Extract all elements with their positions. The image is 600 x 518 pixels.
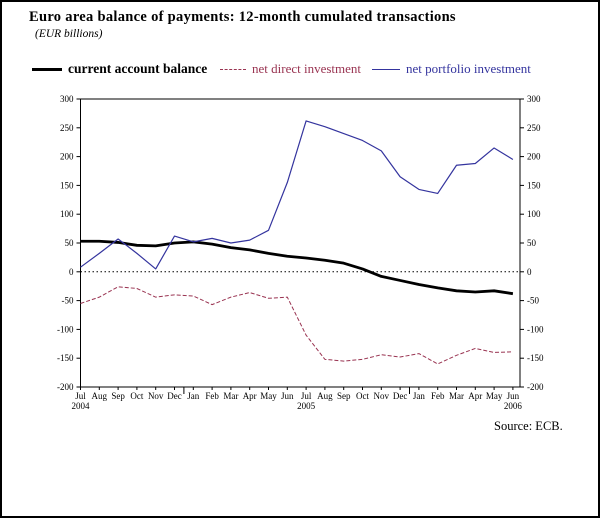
y-axis-label-left: 150 [60,180,74,190]
legend-label: current account balance [68,61,208,76]
x-axis-month-label: Dec [167,391,182,401]
legend-item-portfolio-investment: net portfolio investment [372,61,531,77]
x-axis-month-label: May [260,391,277,401]
legend-swatch-solid-thin [372,68,400,70]
y-axis-label-left: -200 [57,382,74,392]
x-axis-month-label: Feb [205,391,219,401]
legend-label: net portfolio investment [406,61,531,76]
y-axis-label-right: 150 [527,180,541,190]
x-axis-month-label: Feb [431,391,445,401]
y-axis-label-right: 300 [527,94,541,104]
x-axis-month-label: Sep [337,391,351,401]
series-net-direct-investment [80,286,513,365]
x-axis-month-label: May [486,391,503,401]
legend-swatch-solid-thick [32,67,62,71]
y-axis-label-right: -50 [527,296,539,306]
plot-border [80,98,521,388]
series-net-portfolio-investment [80,120,514,270]
x-axis-year-label: 2005 [297,401,316,411]
x-axis-month-label: Aug [317,391,333,401]
y-axis-label-left: -50 [62,296,74,306]
y-axis-label-left: 0 [69,267,74,277]
x-axis-month-label: Sep [111,391,125,401]
y-axis-label-right: 100 [527,209,541,219]
x-axis-month-label: Oct [130,391,143,401]
x-axis-month-label: Aug [92,391,108,401]
y-axis-label-right: 250 [527,123,541,133]
x-axis-month-label: Jul [301,391,312,401]
series-current-account-balance [80,239,514,296]
legend-item-direct-investment: net direct investment [220,61,361,77]
x-axis-month-label: Apr [243,391,257,401]
source-note: Source: ECB. [494,419,563,433]
legend-swatch-dashed [220,68,246,70]
x-axis-month-label: Jun [507,391,520,401]
x-axis-month-label: Jun [281,391,294,401]
y-axis-label-left: 200 [60,152,74,162]
y-axis-label-right: -150 [527,353,544,363]
y-axis-label-right: 0 [527,267,532,277]
page-title: Euro area balance of payments: 12-month … [29,9,456,25]
chart-subtitle: (EUR billions) [35,28,103,40]
x-axis-month-label: Jul [75,391,86,401]
x-axis-month-label: Jan [413,391,425,401]
x-axis-month-label: Apr [468,391,482,401]
x-axis-month-label: Jan [187,391,199,401]
x-axis-month-label: Oct [356,391,369,401]
y-axis-label-left: 50 [65,238,75,248]
y-axis-label-right: 200 [527,152,541,162]
x-axis-month-label: Mar [223,391,238,401]
legend-item-current-account: current account balance [32,61,207,77]
y-axis-label-left: -150 [57,353,74,363]
x-axis-month-label: Mar [449,391,464,401]
y-axis-label-left: 100 [60,209,74,219]
x-axis-year-label: 2006 [504,401,523,411]
x-axis-month-label: Nov [148,391,164,401]
y-axis-label-right: 50 [527,238,537,248]
legend-label: net direct investment [252,61,362,76]
x-axis-month-label: Nov [374,391,390,401]
y-axis-label-right: -200 [527,382,544,392]
y-axis-label-left: 250 [60,123,74,133]
x-axis-month-label: Dec [393,391,408,401]
y-axis-label-left: -100 [57,324,74,334]
y-axis-label-left: 300 [60,94,74,104]
y-axis-label-right: -100 [527,324,544,334]
x-axis-year-label: 2004 [72,401,91,411]
